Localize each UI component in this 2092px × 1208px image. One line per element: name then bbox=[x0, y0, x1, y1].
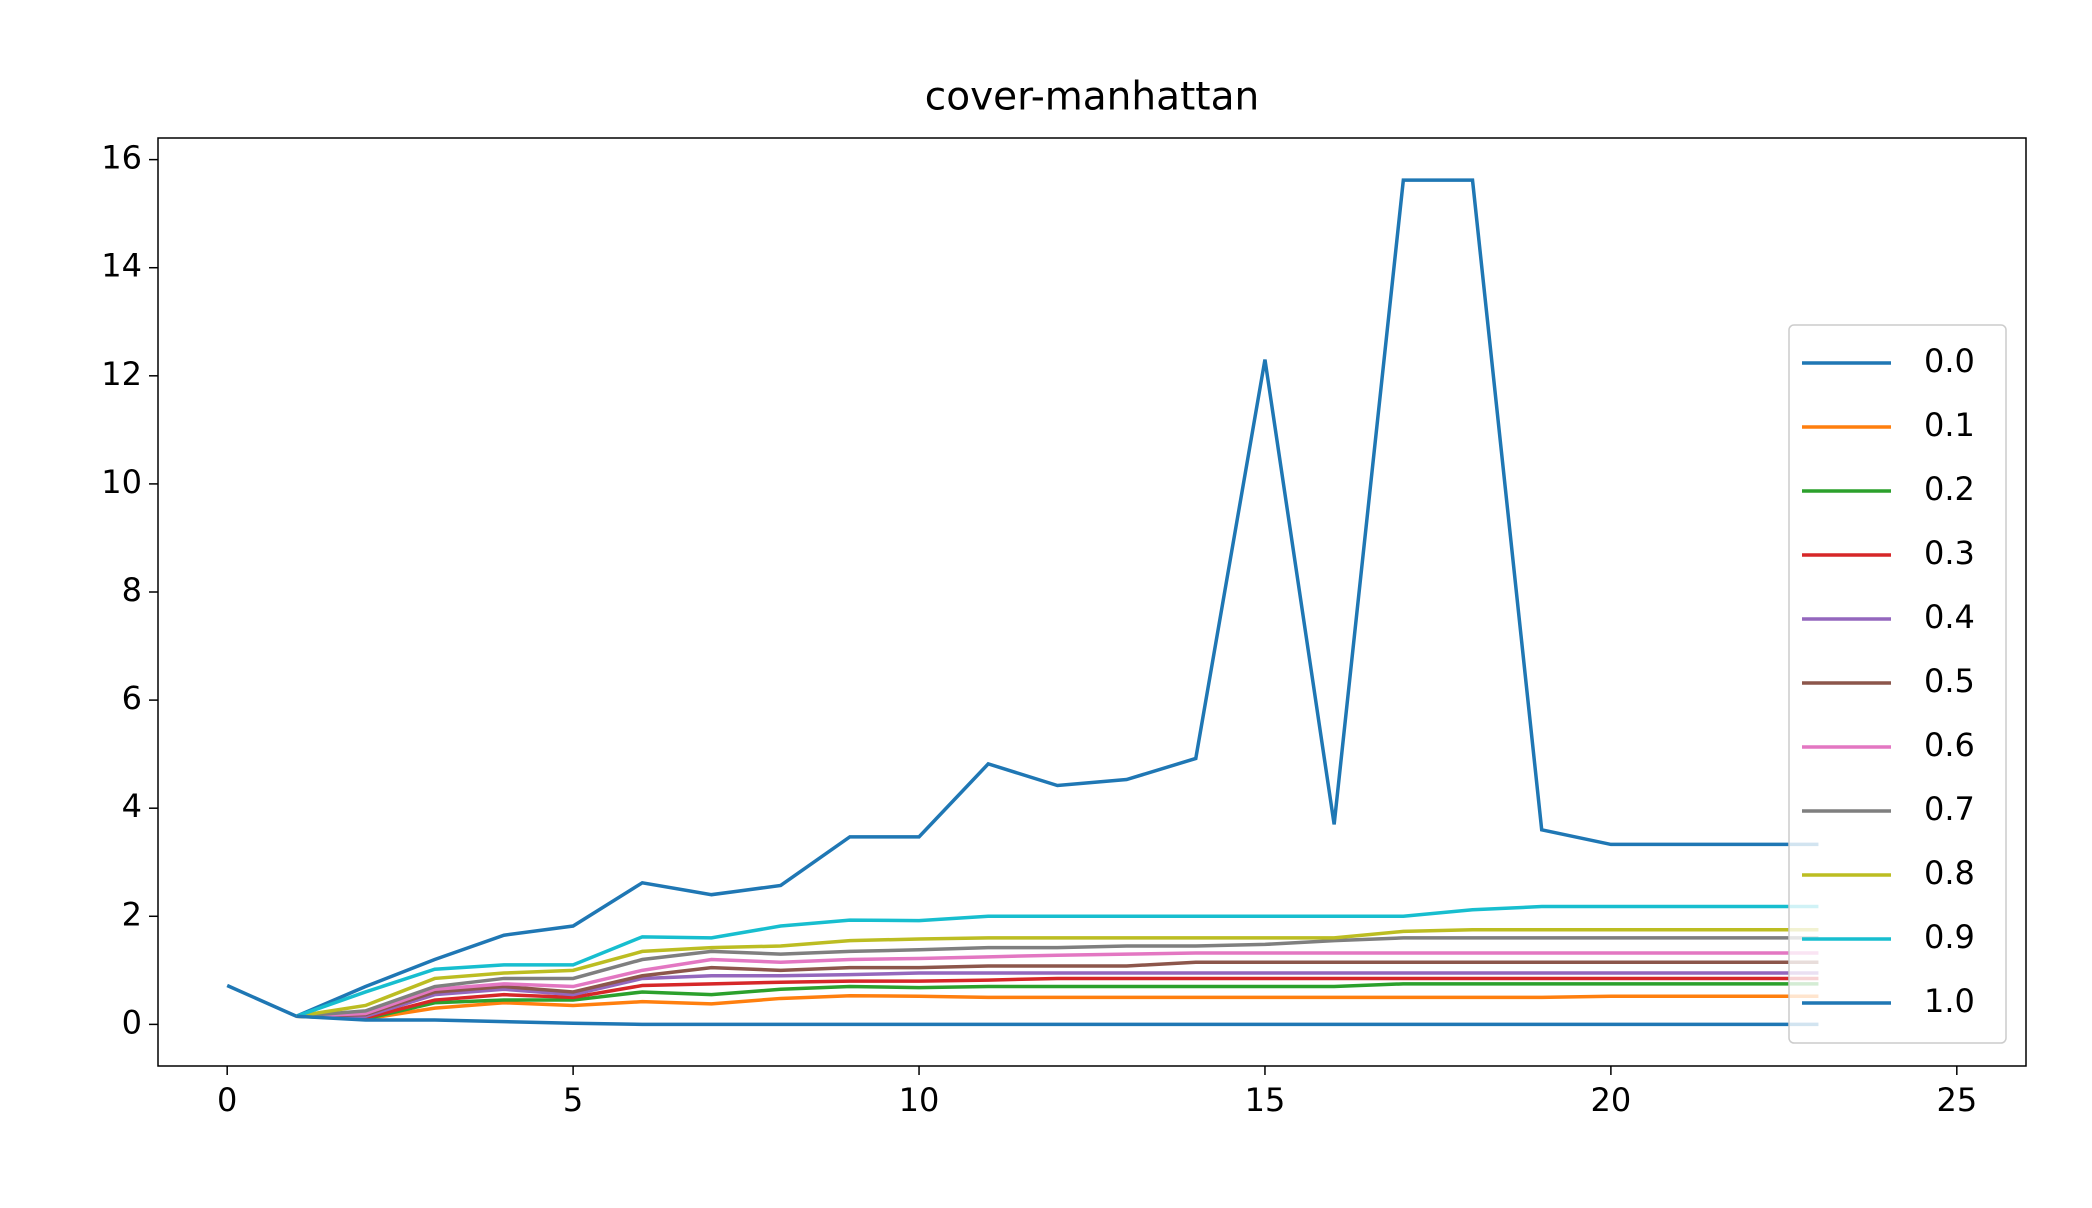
series-line bbox=[296, 960, 1819, 1019]
series-line bbox=[296, 928, 1819, 1019]
chart-title: cover-manhattan bbox=[925, 75, 1259, 120]
x-tick-label: 25 bbox=[1936, 1081, 1977, 1119]
y-tick-label: 10 bbox=[101, 463, 142, 501]
series-line bbox=[295, 904, 1819, 1018]
y-tick-label: 12 bbox=[101, 355, 142, 393]
series-line bbox=[296, 976, 1819, 1020]
y-tick-label: 2 bbox=[122, 895, 142, 933]
x-tick-label: 5 bbox=[563, 1081, 583, 1119]
y-tick-label: 6 bbox=[122, 679, 142, 717]
legend-label: 0.3 bbox=[1924, 534, 1975, 572]
legend-box bbox=[1788, 324, 2007, 1044]
y-tick-label: 8 bbox=[122, 571, 142, 609]
legend-label: 0.0 bbox=[1924, 342, 1975, 380]
series-line bbox=[296, 936, 1819, 1019]
y-tick-label: 4 bbox=[122, 787, 142, 825]
y-tick-label: 0 bbox=[122, 1003, 142, 1041]
x-tick-label: 10 bbox=[899, 1081, 940, 1119]
legend-label: 0.8 bbox=[1924, 854, 1975, 892]
legend-label: 0.5 bbox=[1924, 662, 1975, 700]
series-line bbox=[226, 178, 1819, 1019]
series-line bbox=[296, 951, 1819, 1019]
legend-label: 0.9 bbox=[1924, 918, 1975, 956]
plot-frame bbox=[157, 137, 2027, 1067]
series-line bbox=[296, 982, 1819, 1021]
x-tick-label: 20 bbox=[1591, 1081, 1632, 1119]
legend-label: 0.1 bbox=[1924, 406, 1975, 444]
legend-label: 0.7 bbox=[1924, 790, 1975, 828]
series-line bbox=[296, 971, 1819, 1019]
y-tick-label: 16 bbox=[101, 139, 142, 177]
y-tick-label: 14 bbox=[101, 247, 142, 285]
legend-label: 1.0 bbox=[1924, 982, 1975, 1020]
series-line bbox=[296, 1014, 1819, 1027]
legend-label: 0.6 bbox=[1924, 726, 1975, 764]
x-tick-label: 0 bbox=[217, 1081, 237, 1119]
legend-label: 0.2 bbox=[1924, 470, 1975, 508]
x-tick-label: 15 bbox=[1245, 1081, 1286, 1119]
legend-label: 0.4 bbox=[1924, 598, 1975, 636]
series-line bbox=[296, 993, 1819, 1021]
